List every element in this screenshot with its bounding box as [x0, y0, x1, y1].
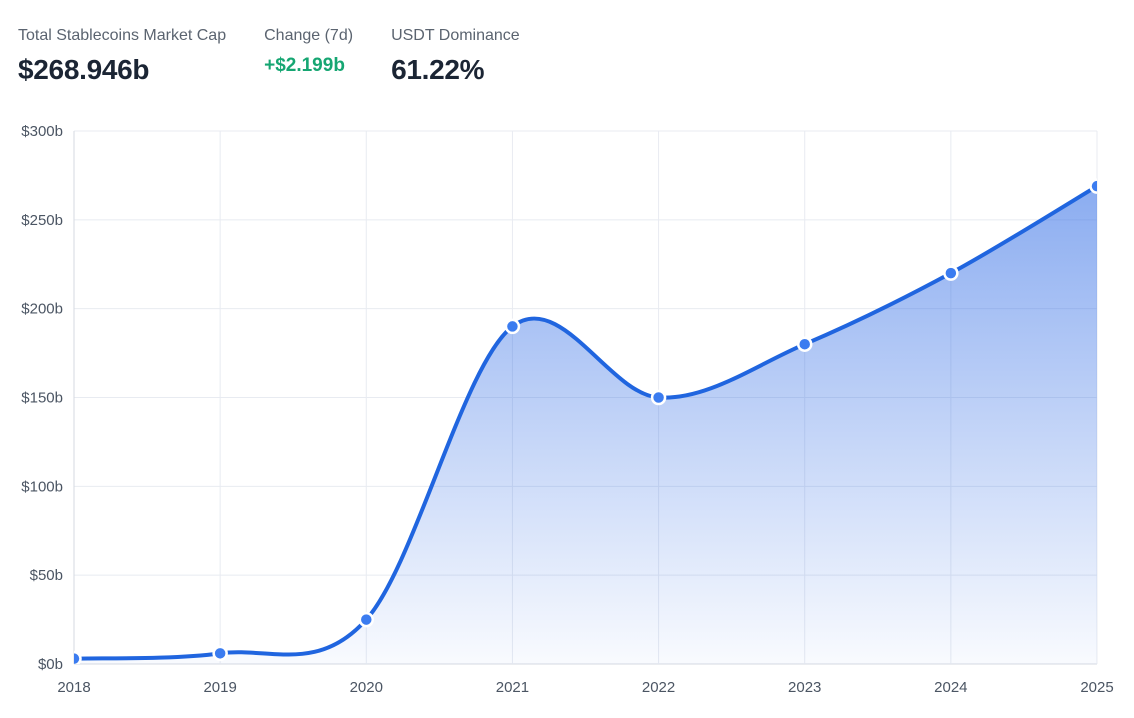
data-point-2023[interactable] — [796, 336, 813, 352]
stat-change-7d: Change (7d) +$2.199b — [264, 26, 353, 76]
area-fill — [74, 186, 1097, 664]
x-tick-label: 2024 — [934, 679, 967, 696]
y-tick-label: $0b — [38, 656, 63, 673]
stat-label-usdt-dominance: USDT Dominance — [391, 27, 520, 44]
data-point-2022[interactable] — [650, 389, 667, 406]
x-tick-label: 2018 — [57, 679, 90, 696]
x-tick-label: 2023 — [788, 679, 821, 696]
y-tick-label: $250b — [21, 212, 63, 229]
trend-line — [74, 184, 1097, 661]
y-tick-label: $300b — [21, 123, 63, 140]
stat-total-market-cap: Total Stablecoins Market Cap $268.946b — [18, 26, 226, 85]
stat-label-change-7d: Change (7d) — [264, 27, 354, 44]
stat-value-total-market-cap: $268.946b — [18, 54, 150, 85]
x-tick-label: 2021 — [496, 679, 529, 696]
market-cap-chart-svg[interactable]: $0b $50b $100b $150b $200b $250b $300b 2018 2019… — [0, 110, 1134, 718]
stats-header: Total Stablecoins Market Cap $268.946b C… — [18, 26, 520, 85]
y-tick-label: $50b — [30, 567, 63, 584]
x-tick-label: 2020 — [350, 679, 383, 696]
x-tick-label: 2025 — [1080, 679, 1113, 696]
data-point-2020[interactable] — [358, 611, 375, 628]
data-point-2018[interactable] — [68, 650, 82, 665]
stat-value-usdt-dominance: 61.22% — [391, 54, 485, 85]
data-point-2025[interactable] — [1089, 178, 1104, 194]
data-point-2019[interactable] — [212, 645, 228, 662]
stat-value-change-7d: +$2.199b — [264, 55, 345, 76]
x-tick-label: 2019 — [203, 679, 236, 696]
x-tick-label: 2022 — [642, 679, 675, 696]
data-point-2024[interactable] — [943, 265, 959, 281]
data-point-2021[interactable] — [504, 318, 521, 335]
stat-label-total-market-cap: Total Stablecoins Market Cap — [18, 27, 227, 44]
y-tick-label: $100b — [21, 478, 63, 495]
market-cap-chart[interactable]: $0b $50b $100b $150b $200b $250b $300b 2018 2019… — [0, 110, 1134, 718]
stat-usdt-dominance: USDT Dominance 61.22% — [391, 26, 520, 85]
y-tick-label: $200b — [21, 301, 63, 318]
axis-tick-labels: $0b $50b $100b $150b $200b $250b $300b 2018 2019… — [21, 123, 1113, 696]
y-tick-label: $150b — [21, 390, 63, 407]
data-points — [68, 178, 1104, 665]
